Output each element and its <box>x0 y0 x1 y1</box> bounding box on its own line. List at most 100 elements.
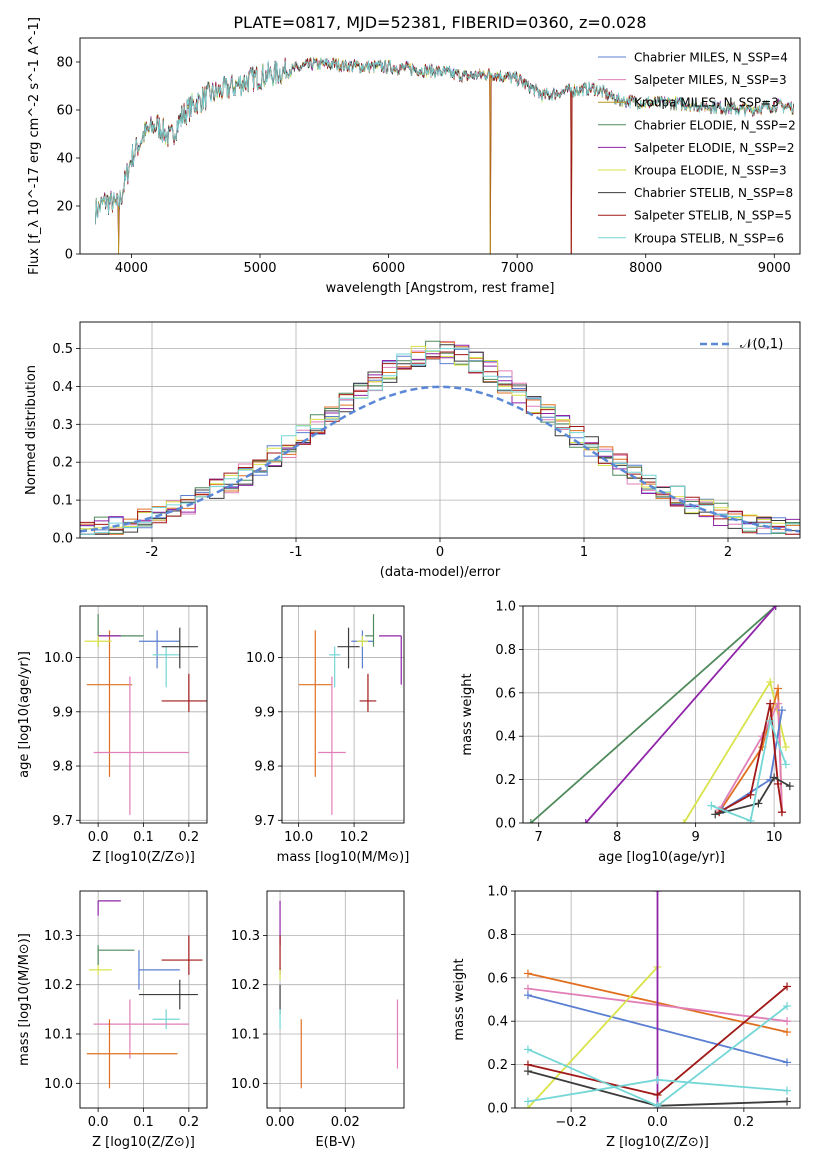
y-tick-label: 10.2 <box>231 978 260 993</box>
y-tick-label: 9.8 <box>254 760 275 775</box>
x-tick-label: 7000 <box>501 261 534 276</box>
legend-label: Chabrier STELIB, N_SSP=8 <box>634 186 793 200</box>
y-axis-label: mass weight <box>460 673 475 755</box>
x-tick-label: 9000 <box>758 261 791 276</box>
plot-area <box>298 614 402 815</box>
plot-area <box>86 900 203 1089</box>
legend-label: Kroupa ELODIE, N_SSP=3 <box>634 164 787 178</box>
axes-frame <box>79 605 208 824</box>
x-tick-label: 0.02 <box>331 1115 360 1130</box>
y-axis-label: Flux [f_λ 10^-17 erg cm^-2 s^-1 A^-1] <box>27 17 42 275</box>
x-tick-label: 7 <box>535 830 543 845</box>
plot-area <box>95 57 794 254</box>
x-axis-label: mass [log10(M/M⊙)] <box>277 850 410 865</box>
x-tick-label: 10.2 <box>340 830 369 845</box>
weight-line <box>527 966 659 1108</box>
chart-weight_vs_Z: −0.2 0.0 0.2 0.0 0.2 0.4 0.6 0.8 1.0 Z [log10(Z/Z… <box>452 885 801 1150</box>
x-tick-label: 0 <box>436 545 444 560</box>
x-axis-label: Z [log10(Z/Z⊙)] <box>606 1135 709 1150</box>
legend-label: Chabrier ELODIE, N_SSP=2 <box>634 118 796 132</box>
y-tick-label: 0.5 <box>52 342 73 357</box>
x-axis-label: age [log10(age/yr)] <box>598 850 725 865</box>
legend-label: Chabrier MILES, N_SSP=4 <box>634 51 788 65</box>
y-tick-label: 40 <box>56 152 73 167</box>
chart-mass_vs_Z: 0.0 0.1 0.2 10.0 10.1 10.2 10.3 Z [log10(Z/Z⊙)]… <box>17 890 208 1150</box>
y-tick-label: 60 <box>56 104 73 119</box>
x-tick-label: 0.2 <box>179 1115 200 1130</box>
y-tick-label: 0.4 <box>487 1015 508 1030</box>
y-tick-label: 0.8 <box>495 643 516 658</box>
y-tick-label: 10.0 <box>44 651 73 666</box>
plot-area <box>279 900 399 1089</box>
x-tick-label: 0.1 <box>133 830 154 845</box>
axes-frame <box>514 890 801 1109</box>
weight-line <box>710 717 787 823</box>
x-tick-label: 0.00 <box>266 1115 295 1130</box>
y-tick-label: 20 <box>56 200 73 215</box>
y-tick-label: 10.2 <box>44 978 73 993</box>
plot-area <box>526 606 794 823</box>
y-tick-label: 10.1 <box>231 1028 260 1043</box>
y-tick-label: 0.6 <box>495 686 516 701</box>
chart-mass_vs_ebv: 0.00 0.02 10.0 10.1 10.2 10.3 E(B-V) <box>231 890 405 1150</box>
x-axis-label: wavelength [Angstrom, rest frame] <box>326 281 555 296</box>
x-tick-label: 10.0 <box>284 830 313 845</box>
y-tick-label: 10.0 <box>246 651 275 666</box>
x-tick-label: 4000 <box>115 261 148 276</box>
axes-frame <box>79 37 801 255</box>
y-tick-label: 0.2 <box>495 773 516 788</box>
y-tick-label: 9.9 <box>52 705 73 720</box>
y-tick-label: 10.3 <box>231 929 260 944</box>
y-axis-label: age [log10(age/yr)] <box>17 651 32 778</box>
normal-curve <box>80 385 800 533</box>
chart-age_vs_Z: 0.0 0.1 0.2 9.7 9.8 9.9 10.0 Z [log10(Z/Z⊙)] age… <box>17 605 208 865</box>
histogram-series <box>80 351 800 535</box>
legend-label: Salpeter ELODIE, N_SSP=2 <box>634 141 795 155</box>
x-axis-label: (data-model)/error <box>380 565 501 580</box>
weight-line <box>585 606 777 823</box>
x-tick-label: 9 <box>691 830 699 845</box>
plot-area <box>80 340 800 535</box>
y-tick-label: 9.7 <box>254 814 275 829</box>
plot-area <box>523 891 792 1108</box>
y-tick-label: 0.3 <box>52 418 73 433</box>
axes-frame <box>266 890 405 1109</box>
legend-label: Kroupa MILES, N_SSP=3 <box>634 96 779 110</box>
spectrum-line <box>95 57 794 225</box>
y-tick-label: 0.4 <box>495 730 516 745</box>
axes-frame <box>79 890 208 1109</box>
y-tick-label: 0 <box>65 248 73 263</box>
y-tick-label: 9.8 <box>52 760 73 775</box>
x-tick-label: −0.2 <box>555 1115 587 1130</box>
x-tick-label: 0.0 <box>88 830 109 845</box>
x-tick-label: 6000 <box>372 261 405 276</box>
y-tick-label: 10.0 <box>231 1077 260 1092</box>
y-axis-label: mass weight <box>452 958 467 1040</box>
y-tick-label: 0.1 <box>52 494 73 509</box>
y-tick-label: 0.2 <box>487 1058 508 1073</box>
chart-residuals: -2 -1 0 1 2 0.0 0.1 0.2 0.3 0.4 0.5 𝒩(0,1) (data-mod… <box>24 321 801 580</box>
x-axis-label: Z [log10(Z/Z⊙)] <box>92 850 195 865</box>
y-tick-label: 9.7 <box>52 814 73 829</box>
x-tick-label: 0.0 <box>88 1115 109 1130</box>
y-tick-label: 0.4 <box>52 380 73 395</box>
y-tick-label: 1.0 <box>495 600 516 615</box>
plot-area <box>84 614 207 815</box>
y-tick-label: 0.6 <box>487 971 508 986</box>
y-tick-label: 0.8 <box>487 928 508 943</box>
x-tick-label: 5000 <box>243 261 276 276</box>
y-tick-label: 0.0 <box>495 817 516 832</box>
chart-age_vs_mass: 10.0 10.2 9.7 9.8 9.9 10.0 mass [log10(M/M⊙)] <box>246 605 410 865</box>
histogram-series <box>80 348 800 535</box>
y-axis-label: mass [log10(M/M⊙)] <box>17 933 32 1066</box>
x-tick-label: 0.2 <box>734 1115 755 1130</box>
weight-line <box>530 606 777 823</box>
x-tick-label: 2 <box>724 545 732 560</box>
y-tick-label: 0.0 <box>487 1102 508 1117</box>
x-tick-label: 8000 <box>629 261 662 276</box>
x-tick-label: -1 <box>290 545 303 560</box>
y-tick-label: 0.2 <box>52 456 73 471</box>
chart-weight_vs_age: 7 8 9 10 0.0 0.2 0.4 0.6 0.8 1.0 age [log10(age/yr… <box>460 600 801 865</box>
figure-title: PLATE=0817, MJD=52381, FIBERID=0360, z=0… <box>233 13 646 32</box>
x-axis-label: Z [log10(Z/Z⊙)] <box>92 1135 195 1150</box>
